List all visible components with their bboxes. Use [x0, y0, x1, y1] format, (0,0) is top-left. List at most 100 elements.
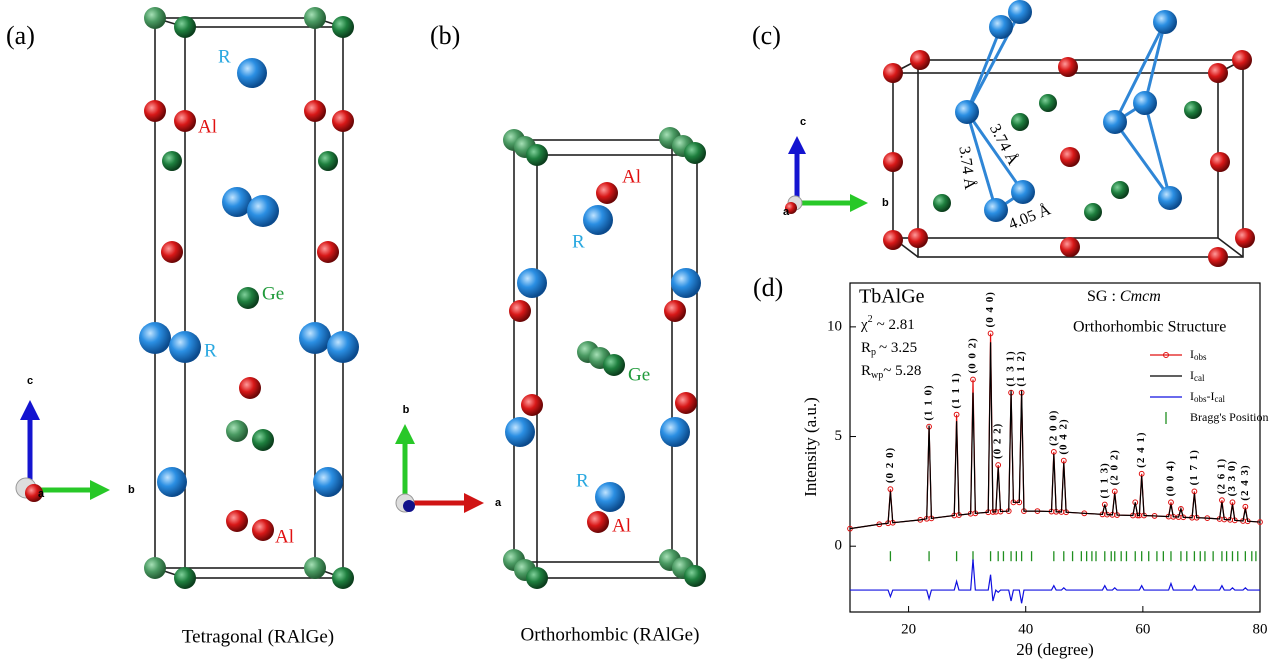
peak-label: (0 0 2): [967, 337, 979, 373]
atom: [226, 510, 248, 532]
x-tick-label: 60: [1135, 621, 1150, 637]
panel-b: (b) Al R Ge R Al b a Orthorhombic (RAlGe…: [395, 21, 706, 645]
peak-label: (0 2 0): [884, 447, 896, 483]
atoms: [503, 127, 706, 589]
x-tick-label: 20: [901, 621, 916, 637]
axis-label: c: [800, 116, 806, 128]
legend-marker: [1163, 352, 1169, 358]
atom: [332, 567, 354, 589]
peak-label: (2 4 1): [1135, 431, 1147, 467]
atom: [252, 519, 274, 541]
atom: [1184, 101, 1202, 119]
x-tick-label: 80: [1253, 621, 1268, 637]
axis-triad: b a: [395, 404, 502, 513]
legend-label: Iobs: [1190, 347, 1207, 362]
atom: [910, 50, 930, 70]
axis-label: b: [128, 484, 135, 496]
panel-a: (a) R Al Ge R Al c b a Tetragonal (RAlGe…: [6, 7, 359, 647]
data-point: [987, 330, 994, 337]
atom: [237, 287, 259, 309]
peak-label: (1 1 1): [950, 372, 962, 408]
series-line: [850, 559, 1260, 604]
atom-label: Al: [198, 116, 217, 137]
atom: [161, 241, 183, 263]
atoms: [883, 0, 1255, 267]
atom: [1011, 113, 1029, 131]
atom: [526, 567, 548, 589]
atom: [332, 16, 354, 38]
data-point: [970, 376, 976, 383]
x-axis-title: 2θ (degree): [1016, 640, 1094, 659]
atoms: [139, 7, 359, 589]
atom: [883, 152, 903, 172]
atom: [660, 417, 690, 447]
panel-d: (d) TbAlGe χ2 ~ 2.81 Rp ~ 3.25 Rwp~ 5.28 S…: [753, 273, 1269, 659]
legend-label: Bragg's Position: [1190, 410, 1269, 424]
axis-label: c: [27, 375, 33, 387]
peak-label: (0 4 0): [984, 291, 996, 327]
atom: [603, 354, 625, 376]
atom: [1060, 237, 1080, 257]
atom: [671, 268, 701, 298]
atom: [1084, 203, 1102, 221]
atom: [139, 322, 171, 354]
atom: [144, 7, 166, 29]
atom: [989, 15, 1013, 39]
axis-label: a: [783, 206, 790, 218]
peak-label: (0 2 2): [992, 423, 1004, 459]
atom: [1208, 63, 1228, 83]
atom: [675, 392, 697, 414]
atom: [1111, 181, 1129, 199]
atom: [332, 110, 354, 132]
structure: Orthorhombic Structure: [1073, 319, 1226, 336]
atom: [1158, 186, 1182, 210]
bond-length: 3.74 Å: [955, 145, 979, 191]
panel-c: (c) 3.74 Å 3.74 Å 4.05 Å c b a: [752, 0, 1255, 267]
atom: [684, 565, 706, 587]
atom: [1235, 228, 1255, 248]
atom: [1060, 147, 1080, 167]
atom: [237, 58, 267, 88]
atom: [157, 467, 187, 497]
atom: [162, 151, 182, 171]
atom: [664, 300, 686, 322]
atom: [222, 187, 252, 217]
atom: [247, 195, 279, 227]
atom: [1133, 91, 1157, 115]
atom: [517, 268, 547, 298]
atom: [239, 377, 261, 399]
atom: [169, 331, 201, 363]
atom: [595, 482, 625, 512]
y-tick-label: 10: [827, 318, 842, 334]
atom: [521, 394, 543, 416]
atom-label: Al: [612, 515, 631, 536]
axis-triad: c b a: [15, 375, 135, 502]
peak-label: (2 0 2): [1108, 449, 1120, 485]
atom: [509, 300, 531, 322]
atom-label: Al: [275, 526, 294, 547]
atom: [318, 151, 338, 171]
atom: [299, 322, 331, 354]
atom: [304, 557, 326, 579]
atom: [1210, 152, 1230, 172]
atom: [174, 16, 196, 38]
atom: [226, 420, 248, 442]
atom: [1058, 57, 1078, 77]
atom: [1208, 247, 1228, 267]
atom: [984, 198, 1008, 222]
x-tick-label: 40: [1018, 621, 1033, 637]
peak-label: (2 4 3): [1239, 464, 1251, 500]
atom-label: R: [204, 340, 217, 361]
atom-label: R: [218, 46, 231, 67]
caption: Tetragonal (RAlGe): [182, 626, 334, 647]
panel-label: (a): [6, 21, 35, 50]
peak-label: (0 4 2): [1057, 418, 1069, 454]
bond-length: 4.05 Å: [1006, 200, 1054, 233]
atom: [1232, 50, 1252, 70]
atom-label: Ge: [628, 364, 650, 385]
atom: [313, 467, 343, 497]
atom: [684, 142, 706, 164]
peak-label: (1 1 3): [1098, 462, 1110, 498]
atom: [526, 144, 548, 166]
